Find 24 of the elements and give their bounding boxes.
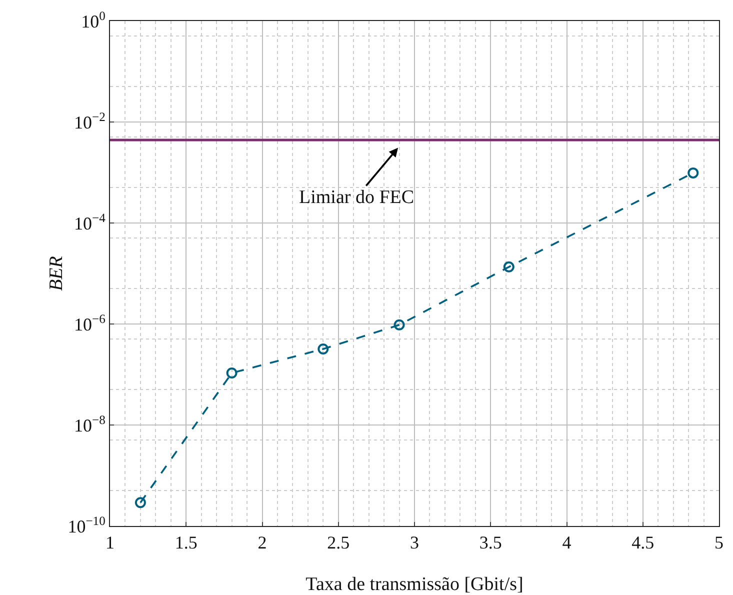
point (688, 167, 699, 178)
y-tick-label: 10$^{−10}$ (68, 514, 106, 536)
x-tick-label: 3.5 (479, 532, 502, 553)
x-tick-label: 2 (258, 532, 267, 553)
x-tick-label: 5 (714, 532, 724, 553)
annotation: Limiar do FEC (299, 187, 414, 208)
point (503, 261, 514, 272)
y-axis-title: BER (46, 256, 67, 291)
x-tick-label: 4.5 (632, 532, 654, 553)
y-tick-label: 10$^{−6}$ (74, 312, 106, 334)
point (134, 497, 146, 508)
point (394, 319, 405, 330)
x-tick-label: 1.5 (174, 532, 198, 553)
y-tick-label: 10$^{−4}$ (74, 210, 106, 234)
x-tick-label: 2.5 (327, 532, 350, 553)
y-tick-label: 10$^{−8}$ (74, 412, 106, 436)
x-tick-label: 4 (562, 532, 572, 553)
x-axis-title: Taxa de transmissão [Gbit/s] (306, 574, 524, 595)
x-tick-label: 1 (106, 532, 114, 553)
x-tick-label: 3 (410, 532, 419, 553)
point (318, 343, 329, 354)
y-tick-label: 10$^{−2}$ (74, 110, 106, 132)
y-tick-label: 10$^{0}$ (81, 8, 106, 32)
point (226, 368, 238, 379)
